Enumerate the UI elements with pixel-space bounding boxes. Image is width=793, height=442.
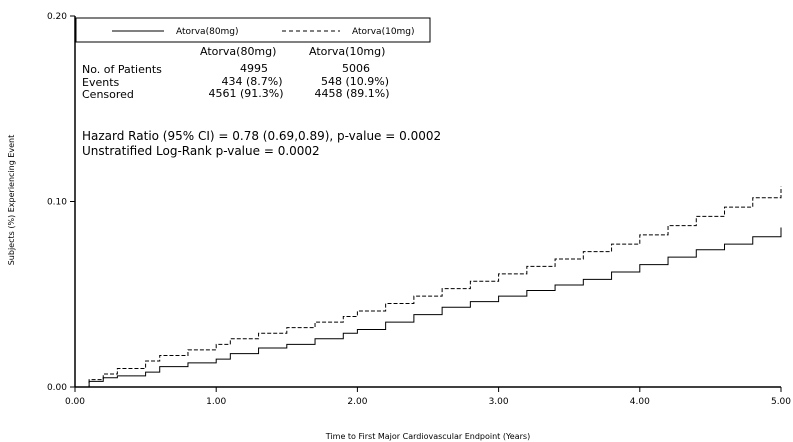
y-tick-label: 0.20 xyxy=(47,12,67,22)
x-tick-label: 4.00 xyxy=(630,397,650,407)
x-tick-label: 0.00 xyxy=(65,397,85,407)
stats-header-10mg: Atorva(10mg) xyxy=(309,45,385,58)
stats-table: Atorva(80mg) Atorva(10mg) No. of Patient… xyxy=(82,45,390,101)
x-tick-label: 2.00 xyxy=(347,397,367,407)
stats-row-label-events: Events xyxy=(82,76,120,89)
hazard-ratio-note: Hazard Ratio (95% CI) = 0.78 (0.69,0.89)… xyxy=(82,129,441,143)
x-tick-label: 3.00 xyxy=(489,397,509,407)
stats-row-label-censored: Censored xyxy=(82,88,134,101)
x-tick-label: 1.00 xyxy=(206,397,226,407)
x-axis-label: Time to First Major Cardiovascular Endpo… xyxy=(325,432,530,441)
stats-events-80mg: 434 (8.7%) xyxy=(221,75,282,88)
legend: Atorva(80mg) Atorva(10mg) xyxy=(75,17,431,43)
x-tick-label: 5.00 xyxy=(771,397,791,407)
stats-patients-10mg: 5006 xyxy=(342,62,370,75)
series-layer xyxy=(75,186,782,388)
series-line-80mg xyxy=(75,227,782,388)
series-line-10mg xyxy=(75,186,782,388)
y-axis-label: Subjects (%) Experiencing Event xyxy=(7,135,16,266)
legend-box xyxy=(75,17,431,43)
stats-header-80mg: Atorva(80mg) xyxy=(200,45,276,58)
stats-patients-80mg: 4995 xyxy=(240,62,268,75)
x-axis-ticks: 0.00 1.00 2.00 3.00 4.00 5.00 xyxy=(65,387,791,407)
stats-events-10mg: 548 (10.9%) xyxy=(321,75,389,88)
legend-label-10mg: Atorva(10mg) xyxy=(352,27,415,37)
y-tick-label: 0.00 xyxy=(47,383,67,393)
y-axis-ticks: 0.00 0.10 0.20 xyxy=(47,12,75,393)
y-tick-label: 0.10 xyxy=(47,198,67,208)
legend-label-80mg: Atorva(80mg) xyxy=(176,27,239,37)
stats-censored-80mg: 4561 (91.3%) xyxy=(208,87,283,100)
logrank-note: Unstratified Log-Rank p-value = 0.0002 xyxy=(82,144,320,158)
stats-row-label-patients: No. of Patients xyxy=(82,63,162,76)
stats-censored-10mg: 4458 (89.1%) xyxy=(314,87,389,100)
